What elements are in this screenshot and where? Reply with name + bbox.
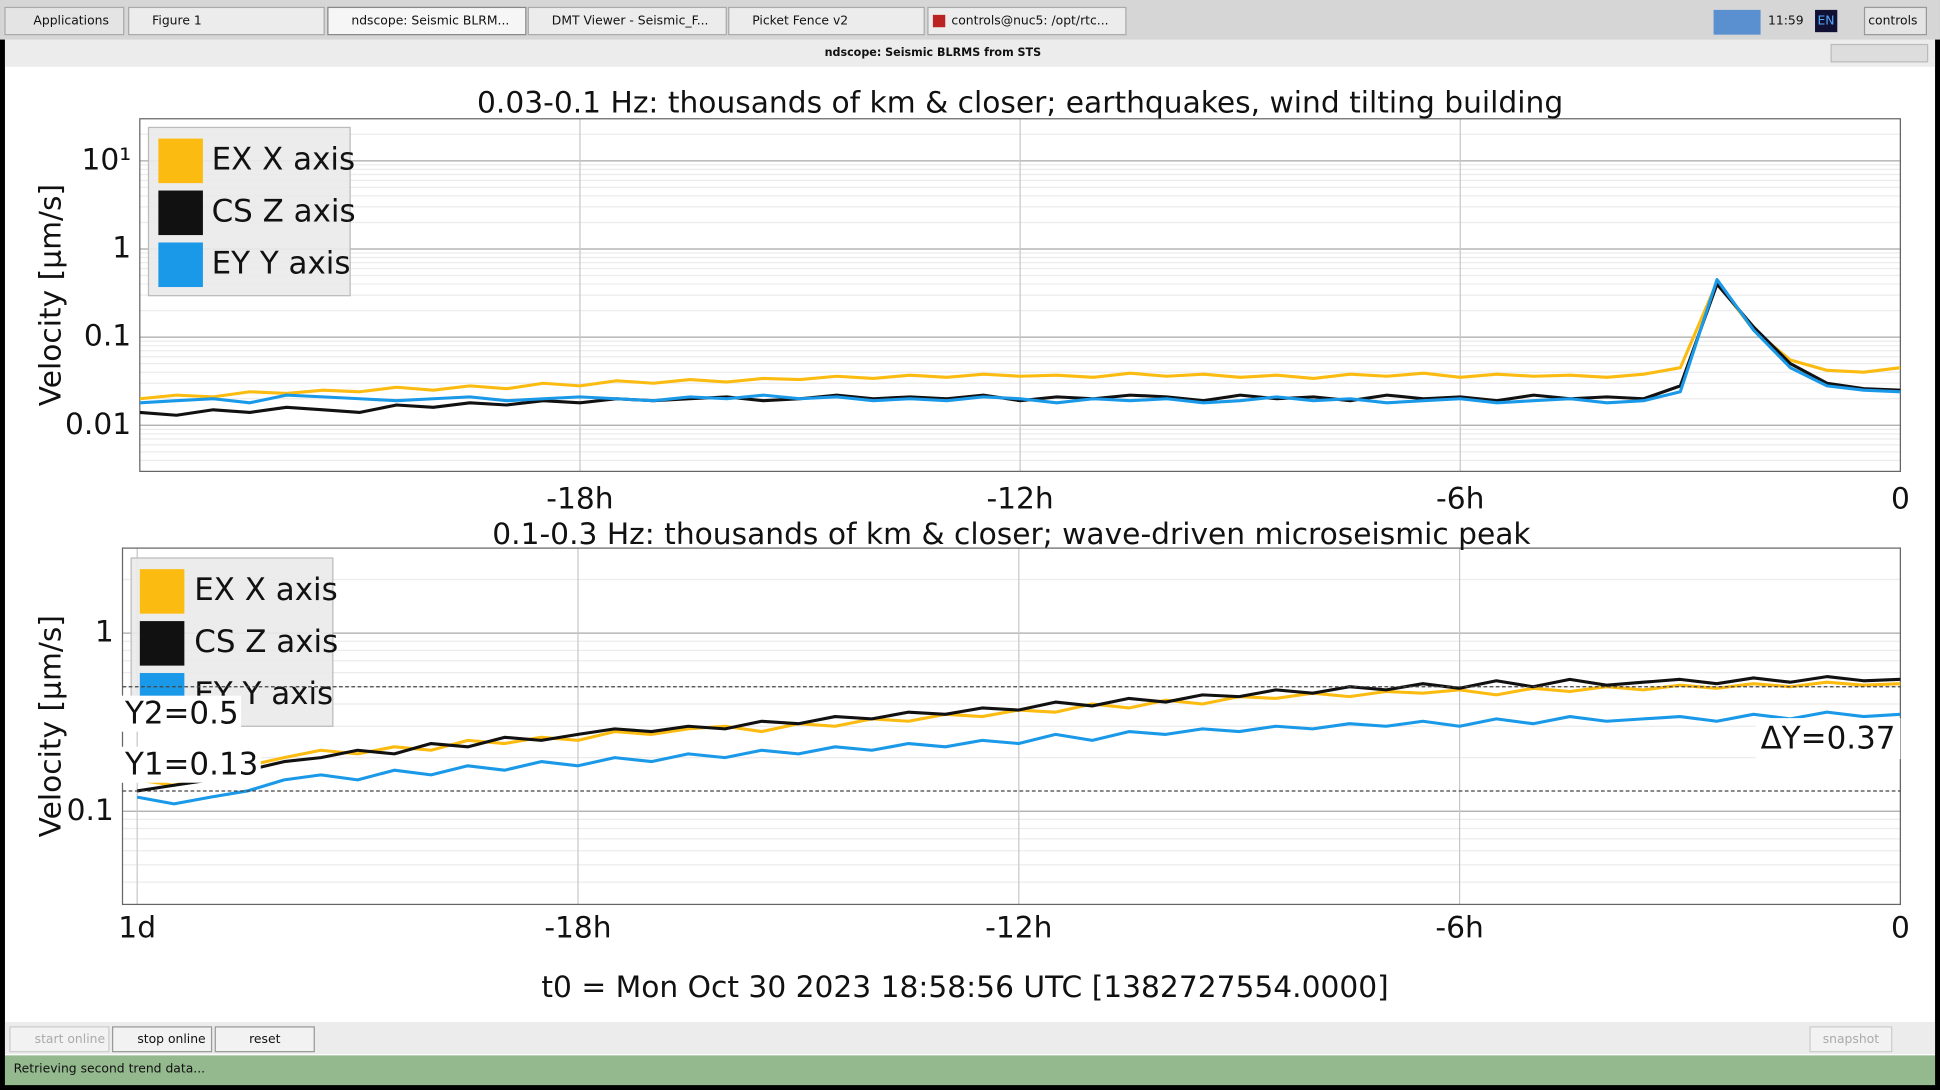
series-line [139, 278, 1901, 405]
x-tick-label: 0 [1891, 911, 1910, 946]
task-label[interactable]: Picket Fence v2 [752, 14, 848, 28]
snapshot-label[interactable]: snapshot [1823, 1032, 1880, 1046]
window-title: ndscope: Seismic BLRMS from STS [825, 46, 1042, 59]
x-tick-label: -6h [1436, 481, 1484, 516]
legend-swatch [139, 621, 185, 666]
series-group [136, 675, 1901, 806]
x-tick-label: -12h [986, 481, 1053, 516]
x-axis-label: t0 = Mon Oct 30 2023 18:58:56 UTC [13827… [541, 970, 1388, 1005]
x-tick-label: -18h [546, 481, 613, 516]
user-label[interactable]: controls [1868, 14, 1917, 28]
y-axis-label: Velocity [μm/s] [33, 184, 68, 406]
control-bar [4, 1021, 1936, 1055]
cursor-label-bg [121, 695, 242, 732]
task-label[interactable]: ndscope: Seismic BLRM... [351, 14, 509, 28]
stop-button[interactable] [111, 1026, 213, 1053]
legend-label: EY Y axis [212, 245, 351, 281]
y-tick-label: 10¹ [81, 142, 131, 177]
x-tick-label: 0 [1891, 481, 1910, 516]
y-tick-label: 0.01 [65, 407, 131, 442]
y-tick-label: 0.1 [67, 793, 114, 828]
series-line [139, 282, 1901, 417]
terminal-icon [932, 14, 946, 28]
user-button[interactable] [1863, 6, 1927, 36]
window-buttons[interactable] [1830, 43, 1929, 63]
y-tick-label: 1 [95, 615, 114, 650]
chart-title: 0.03-0.1 Hz: thousands of km & closer; e… [477, 85, 1563, 120]
annotation: ΔY=0.37 [1761, 721, 1896, 757]
status-text: Retrieving second trend data... [14, 1061, 205, 1075]
legend-label: EX X axis [194, 572, 338, 608]
reset-label[interactable]: reset [249, 1032, 280, 1046]
task-button[interactable] [927, 6, 1127, 36]
keyboard-indicator[interactable] [1815, 9, 1838, 33]
title-bar [4, 39, 1936, 67]
legend-swatch [158, 242, 203, 288]
legend-label: CS Z axis [194, 624, 338, 660]
legend-swatch [158, 138, 203, 184]
y-tick-label: 1 [112, 230, 131, 265]
plot-frame [139, 118, 1902, 473]
legend-swatch [158, 190, 203, 236]
applications-label[interactable]: Applications [33, 14, 109, 28]
legend-label: CS Z axis [212, 193, 356, 229]
cursor-label: Y1=0.13 [124, 747, 258, 783]
reset-button[interactable] [214, 1026, 315, 1053]
series-line [139, 280, 1901, 401]
task-label[interactable]: Figure 1 [152, 14, 202, 28]
task-label[interactable]: controls@nuc5: /opt/rtc... [951, 14, 1108, 28]
x-tick-label: -18h [544, 911, 611, 946]
series-line [136, 710, 1901, 806]
status-bar [4, 1055, 1936, 1086]
x-tick-label: -6h [1435, 911, 1483, 946]
task-button[interactable] [327, 6, 527, 36]
series-group [139, 278, 1901, 417]
start-button[interactable] [9, 1026, 110, 1053]
annotation-bg [1755, 718, 1901, 760]
clock: 11:59 [1768, 14, 1804, 28]
task-button[interactable] [128, 6, 325, 36]
series-line [136, 675, 1901, 793]
y-axis-label: Velocity [μm/s] [33, 615, 68, 837]
x-tick-label: -12h [985, 911, 1052, 946]
applications-menu[interactable] [4, 6, 125, 36]
keyboard-label[interactable]: EN [1818, 14, 1835, 28]
legend-swatch [139, 569, 185, 614]
task-button[interactable] [527, 6, 727, 36]
cursor-label: Y2=0.5 [124, 696, 239, 732]
legend-label: EX X axis [212, 141, 356, 177]
snapshot-button[interactable] [1809, 1026, 1893, 1053]
start-label[interactable]: start online [35, 1032, 105, 1046]
y-tick-label: 0.1 [84, 319, 131, 354]
stop-label[interactable]: stop online [137, 1032, 205, 1046]
task-label[interactable]: DMT Viewer - Seismic_F... [552, 14, 709, 28]
task-button[interactable] [728, 6, 925, 36]
workspace-switcher[interactable] [1713, 9, 1761, 35]
x-tick-label: 1d [118, 911, 156, 946]
cursor-label-bg [121, 746, 261, 783]
chart-title: 0.1-0.3 Hz: thousands of km & closer; wa… [492, 517, 1531, 552]
